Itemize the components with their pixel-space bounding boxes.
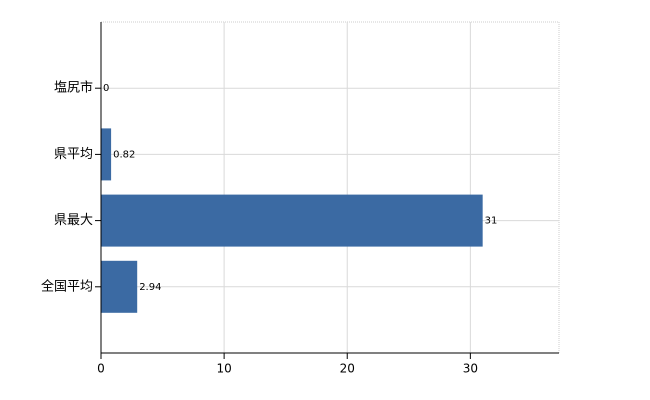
y-tick-label: 全国平均: [41, 278, 93, 294]
x-tick-label: 20: [340, 362, 355, 376]
bar: [101, 128, 112, 181]
data-label: 0: [103, 83, 109, 94]
data-label: 31: [485, 216, 498, 227]
y-tick-label: 塩尻市: [54, 80, 93, 96]
data-label: 0.82: [113, 149, 135, 160]
y-tick-label: 県平均: [54, 147, 93, 162]
data-label: 2.94: [139, 282, 161, 293]
bar: [101, 260, 138, 313]
y-tick-label: 県最大: [54, 213, 93, 228]
x-tick-label: 30: [463, 362, 478, 376]
x-tick-label: 0: [97, 362, 105, 376]
x-tick-label: 10: [216, 362, 231, 376]
bar: [101, 194, 483, 247]
